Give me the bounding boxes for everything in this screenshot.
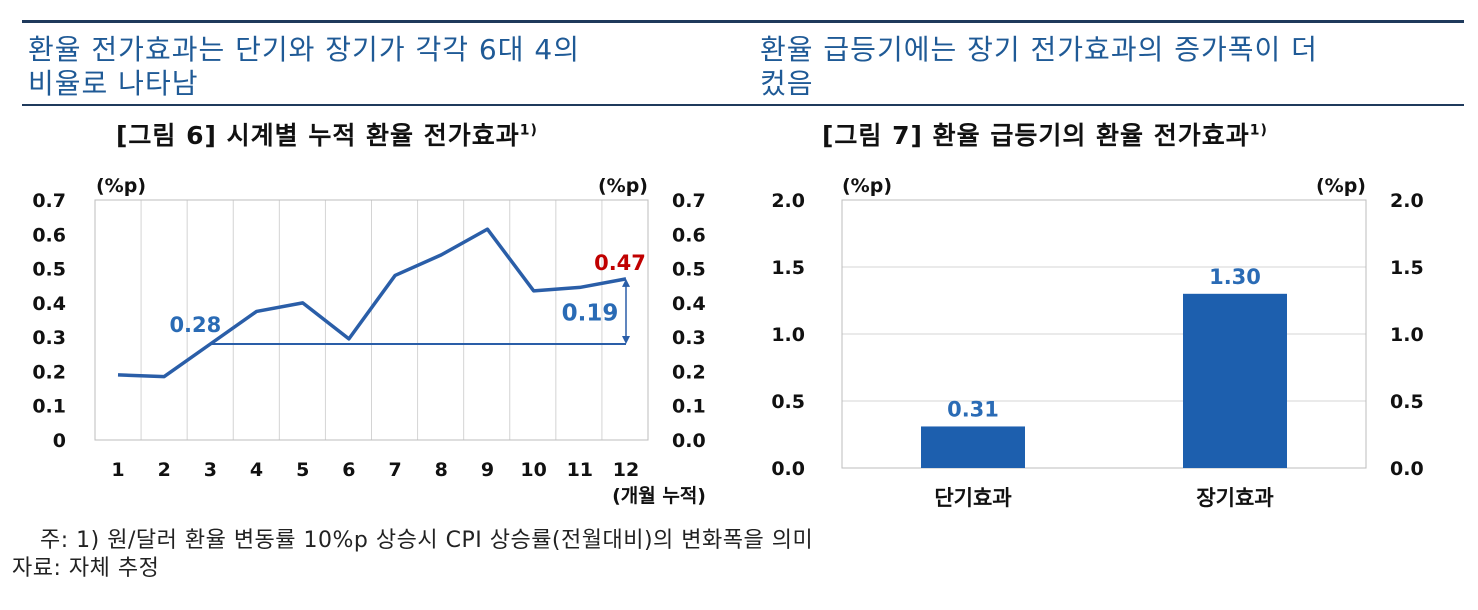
fig6-ytick-left: 0.1	[32, 396, 66, 418]
fig6-ytick-right: 0.4	[672, 293, 706, 315]
figure-7-footnote-mark: 1)	[1249, 122, 1268, 139]
fig7-ytick-left: 0.5	[771, 391, 805, 413]
fig6-diff-arrow-head-down	[622, 336, 630, 344]
footnote: 주: 1) 원/달러 환율 변동률 10%p 상승시 CPI 상승률(전월대비)…	[40, 528, 814, 553]
fig7-ytick-right: 1.5	[1390, 257, 1424, 279]
fig6-xtick: 8	[435, 459, 448, 481]
fig6-xtick: 6	[342, 459, 355, 481]
fig7-ytick-right: 0.0	[1390, 458, 1424, 480]
fig6-xtick: 2	[158, 459, 171, 481]
fig6-ytick-left: 0.6	[32, 224, 66, 246]
fig6-diff-arrow-head-up	[622, 278, 630, 287]
fig7-value-label: 0.31	[947, 397, 999, 421]
fig6-ytick-left: 0.2	[32, 361, 66, 383]
fig6-ytick-left: 0.5	[32, 259, 66, 281]
fig6-xtick: 5	[296, 459, 309, 481]
fig6-ytick-left: 0	[53, 430, 66, 452]
fig6-ytick-right: 0.7	[672, 190, 706, 212]
top-rule	[22, 20, 1464, 23]
fig6-xtick: 11	[567, 459, 593, 481]
fig7-category-label: 장기효과	[1196, 486, 1273, 510]
fig6-plot-frame	[94, 199, 649, 441]
headline-left: 환율 전가효과는 단기와 장기가 각각 6대 4의 비율로 나타남	[28, 33, 580, 100]
fig6-xtick: 9	[481, 459, 494, 481]
fig6-xtick: 12	[613, 459, 639, 481]
fig6-unit-right: (%p)	[598, 175, 648, 197]
fig7-ytick-left: 0.0	[771, 458, 805, 480]
figure-6-title: [그림 6] 시계별 누적 환율 전가효과1)	[116, 116, 538, 152]
fig6-ytick-left: 0.3	[32, 327, 66, 349]
fig6-ytick-right: 0.6	[672, 224, 706, 246]
fig6-xtick: 4	[250, 459, 263, 481]
fig6-ytick-right: 0.3	[672, 327, 706, 349]
fig6-unit-left: (%p)	[96, 175, 146, 197]
fig7-ytick-left: 1.0	[771, 324, 805, 346]
fig7-category-label: 단기효과	[934, 486, 1011, 510]
source-note: 자료: 자체 추정	[12, 556, 160, 581]
fig6-ytick-right: 0.0	[672, 430, 706, 452]
fig6-ytick-right: 0.5	[672, 259, 706, 281]
fig6-ytick-left: 0.7	[32, 190, 66, 212]
fig7-bar	[921, 426, 1025, 468]
headline-rule	[22, 104, 1464, 106]
fig6-diff-label: 0.19	[562, 300, 619, 326]
fig7-ytick-right: 0.5	[1390, 391, 1424, 413]
fig6-xtick: 1	[111, 459, 124, 481]
fig6-series-line	[117, 227, 627, 379]
figure-7-title: [그림 7] 환율 급등기의 환율 전가효과1)	[822, 116, 1268, 152]
figure-6-footnote-mark: 1)	[519, 122, 538, 139]
fig7-plot-frame	[841, 199, 1367, 469]
headline-right: 환율 급등기에는 장기 전가효과의 증가폭이 더 컸음	[760, 33, 1318, 100]
fig7-ytick-right: 1.0	[1390, 324, 1424, 346]
fig6-xtick: 10	[520, 459, 546, 481]
fig6-ytick-right: 0.1	[672, 396, 706, 418]
fig6-end-label: 0.47	[594, 251, 646, 275]
fig6-xtick: 7	[388, 459, 401, 481]
fig6-xlabel: (개월 누적)	[612, 485, 706, 507]
fig7-ytick-left: 1.5	[771, 257, 805, 279]
fig6-ytick-left: 0.4	[32, 293, 66, 315]
fig7-unit-right: (%p)	[1316, 175, 1366, 197]
fig7-ytick-left: 2.0	[771, 190, 805, 212]
fig6-ytick-right: 0.2	[672, 361, 706, 383]
fig7-unit-left: (%p)	[842, 175, 892, 197]
fig6-xtick: 3	[204, 459, 217, 481]
fig6-start-label: 0.28	[169, 313, 221, 337]
fig7-value-label: 1.30	[1209, 265, 1261, 289]
figure-7-title-text: [그림 7] 환율 급등기의 환율 전가효과	[822, 121, 1250, 150]
fig7-ytick-right: 2.0	[1390, 190, 1424, 212]
figure-6-title-text: [그림 6] 시계별 누적 환율 전가효과	[116, 121, 520, 150]
fig7-bar	[1183, 293, 1287, 468]
